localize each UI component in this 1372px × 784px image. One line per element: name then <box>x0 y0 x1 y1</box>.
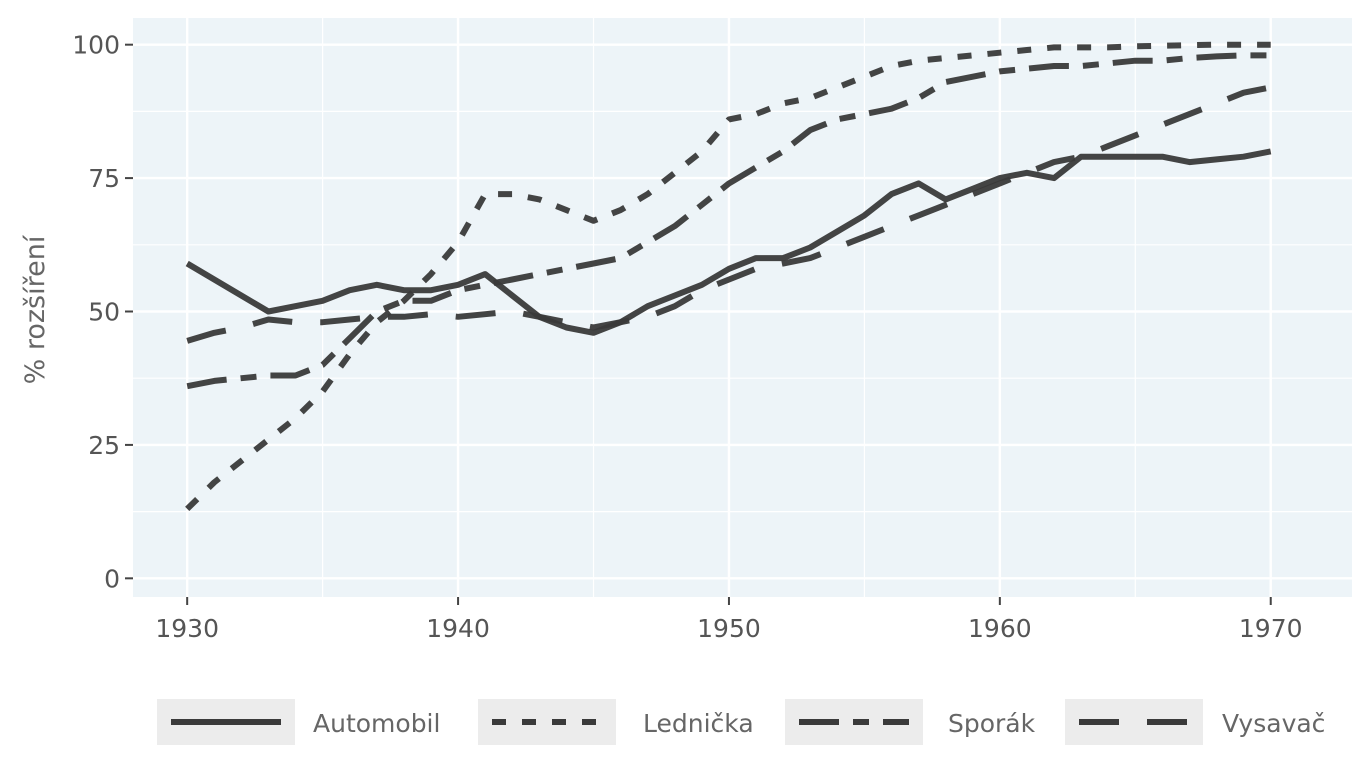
legend-item-2: Sporák <box>785 699 1036 745</box>
x-tick-label: 1960 <box>968 614 1032 643</box>
y-tick-label: 50 <box>88 298 120 327</box>
legend-item-0: Automobil <box>157 699 440 745</box>
legend-item-3: Vysavač <box>1065 699 1325 745</box>
series-line-0 <box>185 148 1272 336</box>
legend-label: Automobil <box>313 709 440 738</box>
y-axis-title: % rozšíření <box>20 234 51 384</box>
y-tick-label: 0 <box>104 564 120 593</box>
legend-label: Lednička <box>643 709 754 738</box>
series-line-1 <box>185 41 1271 512</box>
x-tick-label: 1940 <box>426 614 490 643</box>
x-axis-ticks: 1930 1940 1950 1960 1970 <box>155 597 1303 643</box>
y-tick-label: 75 <box>88 164 120 193</box>
series-lines <box>185 41 1272 512</box>
y-tick-label: 25 <box>88 431 120 460</box>
x-tick-label: 1970 <box>1239 614 1303 643</box>
series-line-2 <box>186 52 1271 390</box>
legend-item-1: Lednička <box>478 699 754 745</box>
series-line-3 <box>186 84 1272 344</box>
legend-label: Sporák <box>948 709 1036 738</box>
y-tick-label: 100 <box>72 31 120 60</box>
plot-panel <box>133 18 1352 597</box>
x-tick-label: 1950 <box>697 614 761 643</box>
grid-minor <box>133 18 1352 597</box>
x-tick-label: 1930 <box>155 614 219 643</box>
y-axis-ticks: 0 25 50 75 100 <box>72 31 133 593</box>
legend-label: Vysavač <box>1222 709 1325 738</box>
legend: Automobil Lednička Sporák Vysavač <box>157 699 1325 745</box>
